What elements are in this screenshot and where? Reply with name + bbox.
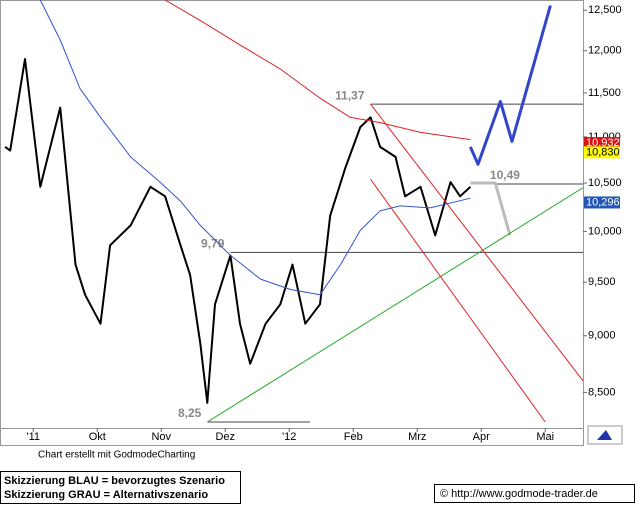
series-line xyxy=(370,178,546,423)
notes-box xyxy=(0,471,241,504)
y-tick-label: 10,500 xyxy=(588,177,622,189)
x-tick-label: Okt xyxy=(89,431,106,443)
source: © http://www.godmode-trader.de xyxy=(440,488,598,500)
series-line xyxy=(39,0,471,296)
note: Skizzierung GRAU = Alternativszenario xyxy=(4,489,209,501)
frame xyxy=(0,0,584,446)
x-tick-label: '11 xyxy=(27,431,41,443)
source-box xyxy=(434,484,635,503)
price-tag xyxy=(584,146,620,159)
series-line xyxy=(469,5,552,166)
level-label: 8,25 xyxy=(178,406,202,420)
series-line xyxy=(164,0,471,141)
y-tick-label: 8,500 xyxy=(588,386,616,398)
price-tag xyxy=(584,137,620,150)
y-tick-label: 10,000 xyxy=(588,225,622,237)
x-tick-label: Nov xyxy=(151,431,171,443)
level-label: 9,79 xyxy=(201,237,225,251)
x-tick-label: Feb xyxy=(344,431,363,443)
tool-icon-shape xyxy=(597,430,612,440)
x-tick-label: Mrz xyxy=(408,431,426,443)
y-tick-label: 12,000 xyxy=(588,45,622,57)
credit: Chart erstellt mit GodmodeCharting xyxy=(38,450,195,461)
level-label: 10,49 xyxy=(490,168,520,182)
series-line xyxy=(470,181,512,236)
price-tag-label: 10,830 xyxy=(586,146,620,158)
series-line xyxy=(207,187,583,423)
level-label: 11,37 xyxy=(335,88,365,102)
x-tick-label: Mai xyxy=(536,431,554,443)
y-tick-label: 9,000 xyxy=(588,330,616,342)
note: Skizzierung BLAU = bevorzugtes Szenario xyxy=(4,475,225,487)
x-tick-label: '12 xyxy=(282,431,296,443)
series-line xyxy=(370,103,583,382)
y-tick-label: 11,500 xyxy=(588,87,621,99)
x-tick-label: Apr xyxy=(473,431,490,443)
price-tag-label: 10,932 xyxy=(586,137,620,149)
y-tick-label: 12,500 xyxy=(588,4,622,16)
series-line xyxy=(4,58,472,404)
y-tick-label: 9,500 xyxy=(588,276,616,288)
price-tag xyxy=(584,196,620,209)
price-tag-label: 10,296 xyxy=(586,196,620,208)
x-tick-label: Dez xyxy=(215,431,235,443)
